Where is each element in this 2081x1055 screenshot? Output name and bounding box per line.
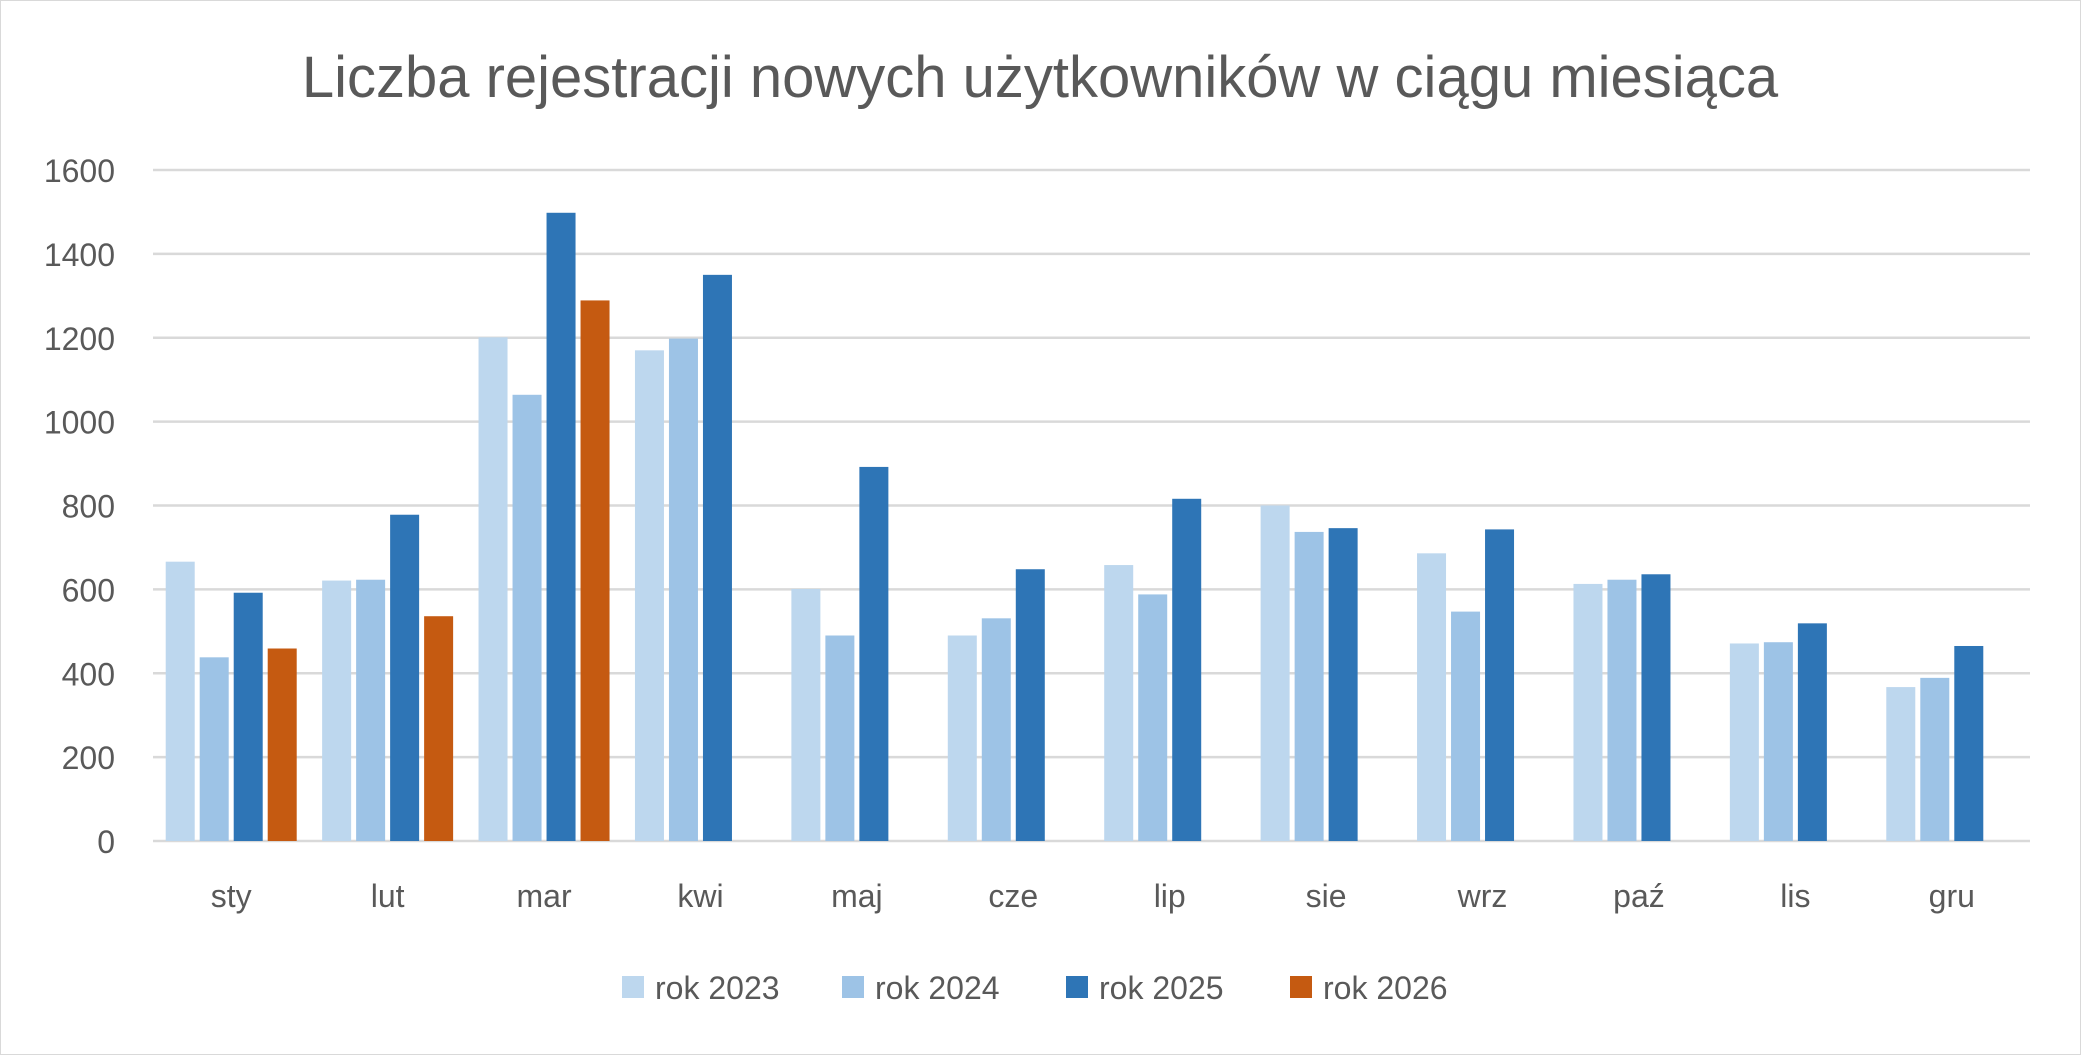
y-tick-label: 1600 [44,153,115,189]
bars [165,212,1984,841]
x-tick-label: kwi [677,878,723,914]
x-tick-label: lis [1780,878,1810,914]
chart-title: Liczba rejestracji nowych użytkowników w… [302,45,1779,110]
bar-cze-rok-2024 [981,618,1011,841]
y-tick-label: 800 [62,489,115,525]
legend-label: rok 2024 [875,970,1000,1006]
y-tick-label: 200 [62,740,115,776]
x-tick-label: lip [1154,878,1186,914]
x-tick-label: sty [211,878,252,914]
bar-mar-rok-2025 [546,212,576,841]
x-tick-label: maj [831,878,883,914]
bar-cze-rok-2025 [1015,569,1045,841]
y-tick-label: 600 [62,572,115,608]
bar-lip-rok-2025 [1172,498,1202,841]
bar-paź-rok-2024 [1607,579,1637,841]
x-tick-label: sie [1306,878,1347,914]
x-tick-label: lut [371,878,405,914]
x-tick-label: mar [516,878,571,914]
x-axis-ticks: sty lut mar kwi maj cze lip sie wrz paź lis gru [211,878,1975,914]
bar-lut-rok-2024 [356,579,386,841]
bar-lut-rok-2025 [390,514,420,841]
y-tick-label: 1400 [44,237,115,273]
bar-lut-rok-2023 [322,580,352,841]
bar-cze-rok-2023 [947,635,977,841]
bar-lip-rok-2024 [1138,594,1168,841]
y-axis-ticks: 0 200 400 600 800 1000 1200 1400 1600 [44,153,115,860]
bar-sty-rok-2023 [165,561,195,841]
x-tick-label: gru [1929,878,1975,914]
bar-kwi-rok-2025 [702,274,732,841]
bar-sie-rok-2023 [1260,505,1290,841]
bar-sie-rok-2024 [1294,531,1324,841]
bar-sty-rok-2025 [233,592,263,841]
bar-maj-rok-2023 [791,588,821,841]
bar-gru-rok-2023 [1886,687,1916,841]
x-tick-label: wrz [1457,878,1508,914]
bar-kwi-rok-2023 [634,350,664,841]
y-tick-label: 1200 [44,321,115,357]
legend-label: rok 2023 [655,970,780,1006]
bar-lis-rok-2025 [1797,623,1827,841]
bar-sty-rok-2024 [199,657,229,841]
bar-lis-rok-2024 [1763,642,1793,841]
bar-maj-rok-2024 [825,635,855,841]
bar-mar-rok-2023 [478,337,508,841]
x-tick-label: cze [988,878,1038,914]
y-tick-label: 400 [62,656,115,692]
bar-paź-rok-2025 [1641,574,1671,841]
bar-lip-rok-2023 [1104,565,1134,841]
bar-lis-rok-2023 [1729,643,1759,841]
legend: rok 2023 rok 2024 rok 2025 rok 2026 [622,970,1448,1006]
x-tick-label: paź [1613,878,1665,914]
bar-lut-rok-2026 [424,616,454,841]
legend-swatch [1290,976,1312,998]
gridlines [153,168,2030,843]
legend-swatch [842,976,864,998]
y-tick-label: 1000 [44,405,115,441]
legend-swatch [1066,976,1088,998]
bar-mar-rok-2024 [512,394,542,841]
bar-mar-rok-2026 [580,300,610,841]
bar-wrz-rok-2023 [1417,553,1447,841]
legend-label: rok 2025 [1099,970,1224,1006]
bar-sie-rok-2025 [1328,528,1358,841]
legend-label: rok 2026 [1323,970,1448,1006]
bar-gru-rok-2024 [1920,677,1950,841]
bar-maj-rok-2025 [859,466,889,841]
bar-gru-rok-2025 [1954,645,1984,841]
bar-kwi-rok-2024 [668,338,698,841]
bar-wrz-rok-2025 [1485,529,1515,841]
legend-swatch [622,976,644,998]
bar-sty-rok-2026 [267,648,297,841]
y-tick-label: 0 [97,824,115,860]
bar-wrz-rok-2024 [1451,611,1481,841]
bar-paź-rok-2023 [1573,583,1603,841]
